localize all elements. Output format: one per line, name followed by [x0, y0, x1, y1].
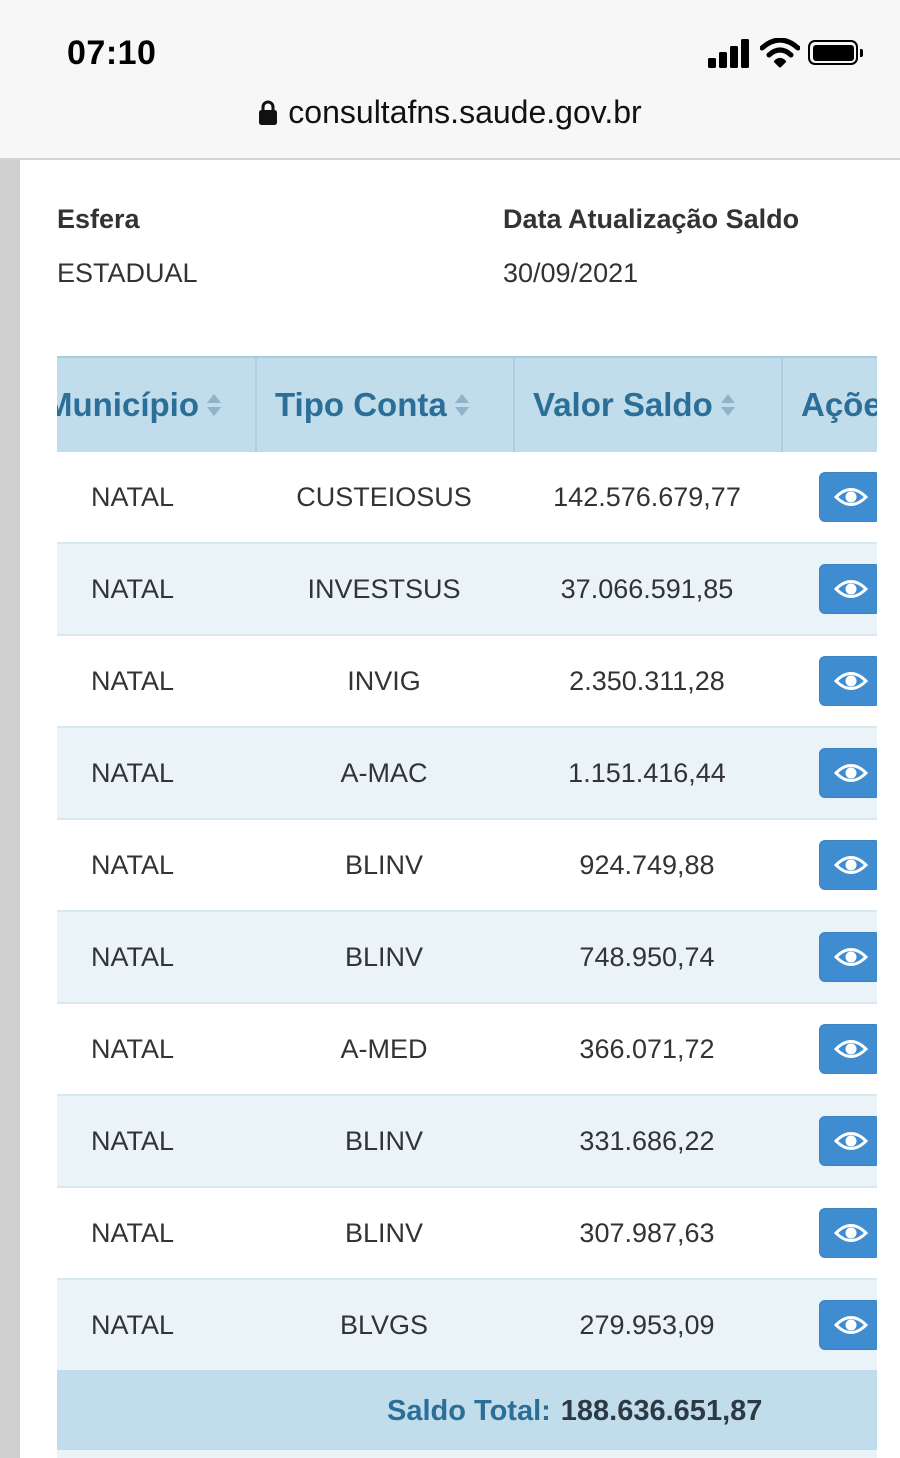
header-valor-saldo[interactable]: Valor Saldo — [513, 358, 781, 452]
eye-icon — [834, 856, 868, 874]
table-header: Município Tipo Conta Valor Saldo Ações — [57, 356, 877, 454]
header-valor-saldo-label: Valor Saldo — [533, 386, 713, 423]
saldo-total: Saldo Total: 188.636.651,87 — [57, 1370, 877, 1452]
address-bar[interactable]: consultafns.saude.gov.br — [0, 94, 900, 138]
sort-icon[interactable] — [719, 392, 737, 418]
cell-municipio: NATAL — [91, 1217, 175, 1248]
cell-municipio: NATAL — [91, 757, 175, 788]
view-details-button[interactable] — [819, 1208, 877, 1258]
cell-valor-saldo: 1.151.416,44 — [568, 757, 726, 788]
cell-tipo-conta: A-MAC — [340, 757, 428, 788]
header-municipio[interactable]: Município — [57, 358, 255, 452]
status-time: 07:10 — [67, 34, 157, 72]
cell-valor-saldo: 307.987,63 — [579, 1217, 715, 1248]
cell-municipio: NATAL — [91, 941, 175, 972]
cell-tipo-conta: BLINV — [344, 1217, 424, 1248]
cell-municipio: NATAL — [91, 849, 175, 880]
eye-icon — [834, 948, 868, 966]
cell-tipo-conta: BLINV — [344, 941, 424, 972]
cell-municipio: NATAL — [91, 665, 175, 696]
cell-municipio: NATAL — [91, 1125, 175, 1156]
view-details-button[interactable] — [819, 472, 877, 522]
cell-valor-saldo: 748.950,74 — [579, 941, 715, 972]
url-text: consultafns.saude.gov.br — [288, 94, 642, 130]
cell-municipio: NATAL — [91, 573, 175, 604]
wifi-icon — [760, 38, 800, 68]
saldo-total-label: Saldo Total: — [387, 1394, 551, 1427]
header-tipo-conta-label: Tipo Conta — [275, 386, 447, 423]
cell-valor-saldo: 924.749,88 — [579, 849, 715, 880]
cell-tipo-conta: INVIG — [347, 665, 421, 696]
cell-tipo-conta: CUSTEIOSUS — [296, 481, 472, 512]
esfera-info: Esfera ESTADUAL — [57, 204, 198, 289]
eye-icon — [834, 764, 868, 782]
cellular-signal-icon — [708, 38, 752, 68]
cell-tipo-conta: BLVGS — [339, 1309, 429, 1340]
saldo-total-value: 188.636.651,87 — [560, 1394, 763, 1427]
cell-municipio: NATAL — [91, 481, 175, 512]
eye-icon — [834, 672, 868, 690]
esfera-value: ESTADUAL — [57, 258, 198, 288]
eye-icon — [834, 488, 868, 506]
eye-icon — [834, 1316, 868, 1334]
saldo-table: Município Tipo Conta Valor Saldo Ações N… — [57, 356, 877, 1458]
eye-icon — [834, 1224, 868, 1242]
cell-valor-saldo: 2.350.311,28 — [569, 665, 725, 696]
view-details-button[interactable] — [819, 1300, 877, 1350]
table-row: NATAL BLINV 307.987,63 — [57, 1188, 877, 1280]
cell-tipo-conta: INVESTSUS — [307, 573, 461, 604]
table-row: NATAL A-MED 366.071,72 — [57, 1004, 877, 1096]
cell-tipo-conta: BLINV — [344, 1125, 424, 1156]
eye-icon — [834, 1132, 868, 1150]
table-row: NATAL INVIG 2.350.311,28 — [57, 636, 877, 728]
view-details-button[interactable] — [819, 932, 877, 982]
cell-valor-saldo: 279.953,09 — [579, 1309, 715, 1340]
cell-municipio: NATAL — [91, 1309, 175, 1340]
table-footer: Saldo Total: 188.636.651,87 — [57, 1370, 877, 1455]
data-atualizacao-info: Data Atualização Saldo 30/09/2021 — [503, 204, 799, 289]
eye-icon — [834, 1040, 868, 1058]
cell-valor-saldo: 37.066.591,85 — [560, 573, 734, 604]
table-row: NATAL A-MAC 1.151.416,44 — [57, 728, 877, 820]
cell-tipo-conta: BLINV — [344, 849, 424, 880]
cell-valor-saldo: 142.576.679,77 — [553, 481, 741, 512]
table-row: NATAL BLVGS 279.953,09 — [57, 1280, 877, 1372]
data-atualizacao-label: Data Atualização Saldo — [503, 204, 800, 234]
data-atualizacao-value: 30/09/2021 — [503, 258, 639, 288]
cell-municipio: NATAL — [91, 1033, 175, 1064]
cell-tipo-conta: A-MED — [340, 1033, 428, 1064]
browser-chrome: 07:10 consultafns.saude.gov.br — [0, 0, 900, 160]
page-left-gutter — [0, 160, 20, 1458]
view-details-button[interactable] — [819, 1116, 877, 1166]
view-details-button[interactable] — [819, 564, 877, 614]
header-acoes-label: Ações — [801, 386, 877, 423]
header-tipo-conta[interactable]: Tipo Conta — [255, 358, 513, 452]
eye-icon — [834, 580, 868, 598]
esfera-label: Esfera — [57, 204, 140, 234]
header-municipio-label: Município — [57, 386, 199, 423]
lock-icon — [259, 100, 278, 125]
view-details-button[interactable] — [819, 748, 877, 798]
view-details-button[interactable] — [819, 840, 877, 890]
view-details-button[interactable] — [819, 1024, 877, 1074]
table-row: NATAL INVESTSUS 37.066.591,85 — [57, 544, 877, 636]
table-row: NATAL BLINV 331.686,22 — [57, 1096, 877, 1188]
table-next-row-strip — [57, 1450, 877, 1458]
cell-valor-saldo: 331.686,22 — [579, 1125, 715, 1156]
sort-icon[interactable] — [453, 392, 471, 418]
table-row: NATAL CUSTEIOSUS 142.576.679,77 — [57, 452, 877, 544]
table-row: NATAL BLINV 748.950,74 — [57, 912, 877, 1004]
table-row: NATAL BLINV 924.749,88 — [57, 820, 877, 912]
cell-valor-saldo: 366.071,72 — [579, 1033, 715, 1064]
battery-icon — [808, 40, 863, 65]
header-acoes: Ações — [781, 358, 877, 452]
sort-icon[interactable] — [205, 392, 223, 418]
view-details-button[interactable] — [819, 656, 877, 706]
